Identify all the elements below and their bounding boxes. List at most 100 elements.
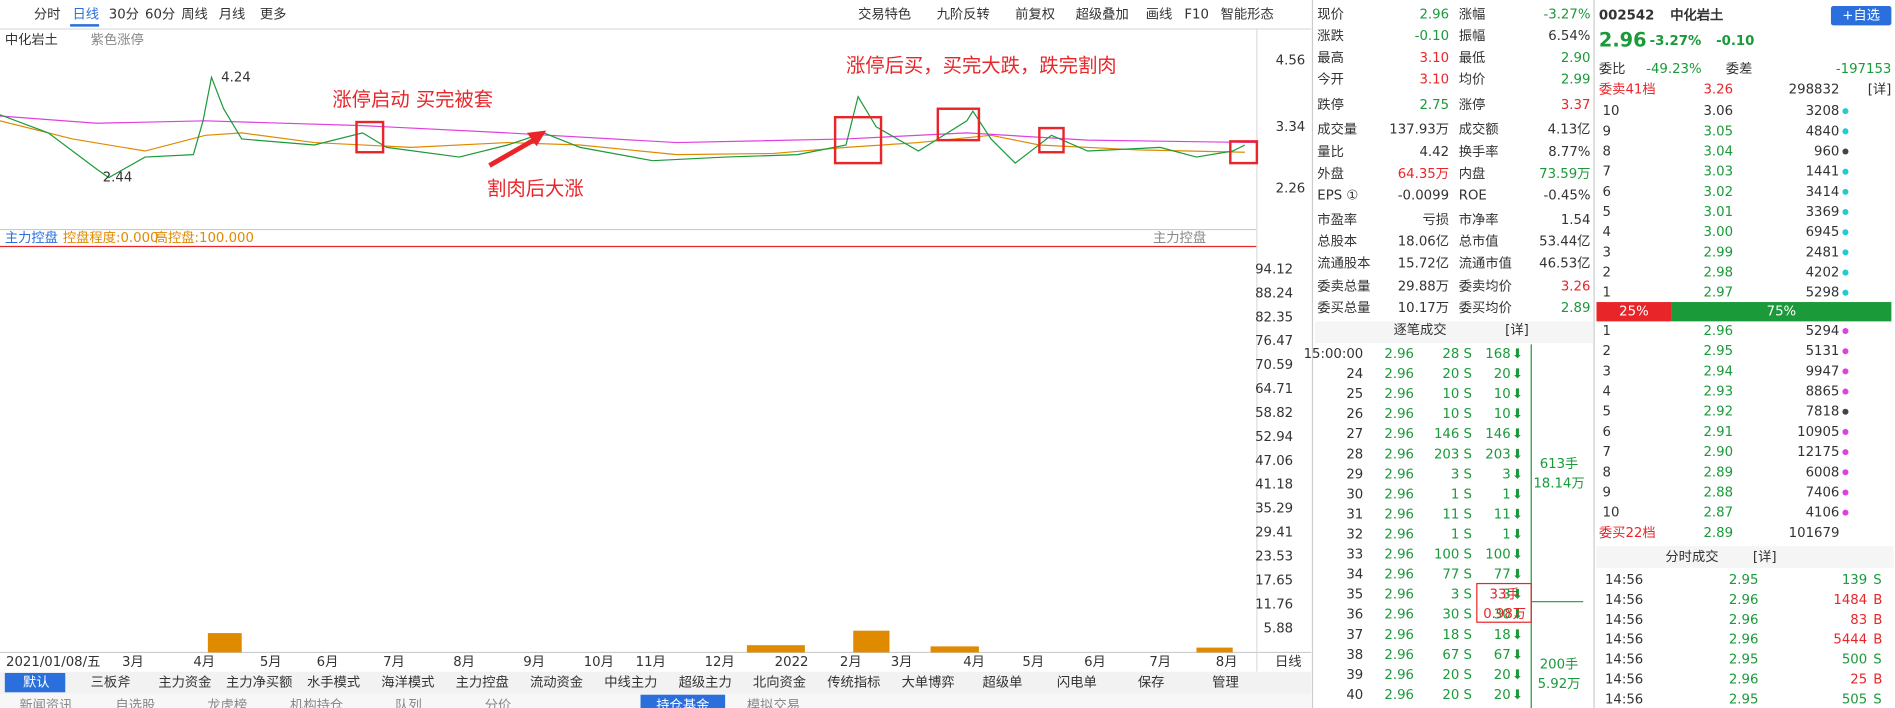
level: 1	[1603, 286, 1611, 301]
group-amount: 5.92万	[1538, 677, 1581, 692]
detail-link[interactable]: [详]	[1868, 81, 1892, 97]
level-price: 2.90	[1703, 445, 1733, 460]
tool-button[interactable]: 前复权	[1015, 5, 1055, 22]
active-tab	[4, 672, 66, 693]
add-label[interactable]: +自选	[1842, 8, 1880, 24]
quote-value: 3.26	[1561, 279, 1591, 294]
quote-label: 市净率	[1459, 211, 1499, 228]
tab[interactable]: 主力净买额	[226, 675, 292, 691]
tab[interactable]: 大单博弈	[902, 675, 955, 691]
level-price: 2.97	[1703, 286, 1733, 301]
level-price: 3.03	[1703, 165, 1733, 180]
change: -0.10	[1716, 34, 1754, 49]
trade-side: S	[1873, 653, 1881, 668]
highlight-box	[1229, 140, 1259, 165]
detail-link[interactable]: [详]	[1753, 549, 1777, 565]
tab[interactable]: 北向资金	[753, 675, 806, 691]
tab[interactable]: 主力控盘	[456, 674, 509, 691]
period-tab[interactable]: 30分	[109, 6, 139, 22]
level-dot	[1842, 128, 1849, 135]
tab[interactable]: 自选股	[115, 698, 155, 708]
tick-count: 100	[1485, 548, 1510, 563]
level: 5	[1603, 205, 1611, 220]
content: 分时 日线 30分 60分 周线 月线 更多 交易特色 九阶反转 前复权 超级叠加 画线 F10 智能形态…	[4, 5, 1892, 708]
arrow	[488, 135, 540, 168]
period-tab[interactable]: 月线	[219, 6, 246, 22]
group-box	[1476, 582, 1532, 623]
down-arrow: ⬇	[1512, 507, 1523, 522]
period-tab[interactable]: 周线	[181, 6, 208, 22]
trade-side: S	[1873, 693, 1881, 708]
quote-label: 现价	[1317, 7, 1344, 22]
tab[interactable]: 队列	[395, 698, 422, 708]
tab[interactable]: 传统指标	[827, 675, 880, 691]
sell-total-price: 3.26	[1703, 82, 1733, 97]
period-tab[interactable]: 日线	[73, 6, 100, 22]
level-price: 2.96	[1703, 324, 1733, 339]
tick-time: 33	[1346, 548, 1363, 563]
quote-value: 29.88万	[1398, 279, 1449, 294]
tool-button[interactable]: F10	[1184, 7, 1209, 22]
quote-label: 均价	[1459, 72, 1486, 88]
down-arrow: ⬇	[1512, 487, 1523, 502]
tab[interactable]: 新闻资讯	[19, 698, 72, 708]
down-arrow: ⬇	[1512, 548, 1523, 563]
quote-label: 最高	[1317, 49, 1344, 66]
tab[interactable]: 模拟交易	[747, 697, 800, 708]
quote-value: 3.10	[1419, 51, 1449, 66]
tab[interactable]: 中线主力	[604, 675, 657, 691]
level-price: 2.99	[1703, 245, 1733, 260]
quote-value: 137.93万	[1389, 122, 1449, 137]
add-button[interactable]	[1830, 6, 1892, 26]
axis-label: 76.47	[1255, 334, 1293, 349]
tab[interactable]: 持仓基金	[656, 698, 709, 708]
tab[interactable]: 流动资金	[530, 675, 583, 691]
last-price: 2.96	[1599, 29, 1647, 52]
tick-price: 2.96	[1384, 668, 1414, 683]
tab[interactable]: 超级主力	[679, 675, 732, 691]
x-axis-label: 2月	[840, 655, 862, 670]
tick-time: 35	[1346, 588, 1363, 603]
trade-time: 14:56	[1605, 653, 1643, 668]
down-arrow: ⬇	[1512, 467, 1523, 482]
tab[interactable]: 超级单	[983, 675, 1023, 691]
period-tab[interactable]: 60分	[145, 6, 175, 22]
tab[interactable]: 分价	[485, 698, 512, 708]
tab[interactable]: 保存	[1138, 675, 1165, 691]
tool-button[interactable]: 交易特色	[858, 5, 911, 22]
tab[interactable]: 管理	[1212, 675, 1239, 691]
level-price: 3.05	[1703, 124, 1733, 139]
level-price: 3.04	[1703, 145, 1733, 160]
tab[interactable]: 水手模式	[307, 675, 360, 691]
tab[interactable]: 机构持仓	[290, 698, 343, 708]
level-dot	[1842, 108, 1849, 115]
tab[interactable]: 海洋模式	[381, 675, 434, 691]
highlight-box	[1038, 126, 1065, 154]
period-tab[interactable]: 分时	[34, 6, 61, 22]
tab[interactable]: 三板斧	[91, 675, 131, 691]
tick-time: 40	[1346, 688, 1363, 703]
level: 3	[1603, 245, 1611, 260]
detail-link[interactable]: [详]	[1505, 322, 1529, 338]
ma-line	[0, 120, 1245, 156]
price-label: 4.56	[1276, 53, 1306, 68]
tool-button[interactable]: 九阶反转	[937, 6, 990, 22]
down-arrow: ⬇	[1512, 427, 1523, 442]
down-arrow: ⬇	[1512, 628, 1523, 643]
tool-button[interactable]: 超级叠加	[1076, 6, 1129, 22]
tool-button[interactable]: 智能形态	[1221, 6, 1274, 22]
tab[interactable]: 主力资金	[158, 675, 211, 691]
down-arrow: ⬇	[1512, 588, 1523, 603]
level: 8	[1603, 145, 1611, 160]
level: 7	[1603, 445, 1611, 460]
axis-label: 94.12	[1255, 262, 1293, 277]
tab[interactable]: 龙虎榜	[207, 697, 247, 708]
quote-value: -0.10	[1415, 29, 1449, 44]
tab[interactable]: 闪电单	[1057, 675, 1097, 691]
trade-side: B	[1873, 633, 1882, 648]
tool-button[interactable]: 画线	[1146, 6, 1173, 22]
level-volume: 5294	[1806, 324, 1840, 339]
sub-header: 主力控盘	[1153, 229, 1206, 246]
tab[interactable]: 默认	[23, 675, 50, 691]
more-menu[interactable]: 更多	[260, 5, 287, 22]
